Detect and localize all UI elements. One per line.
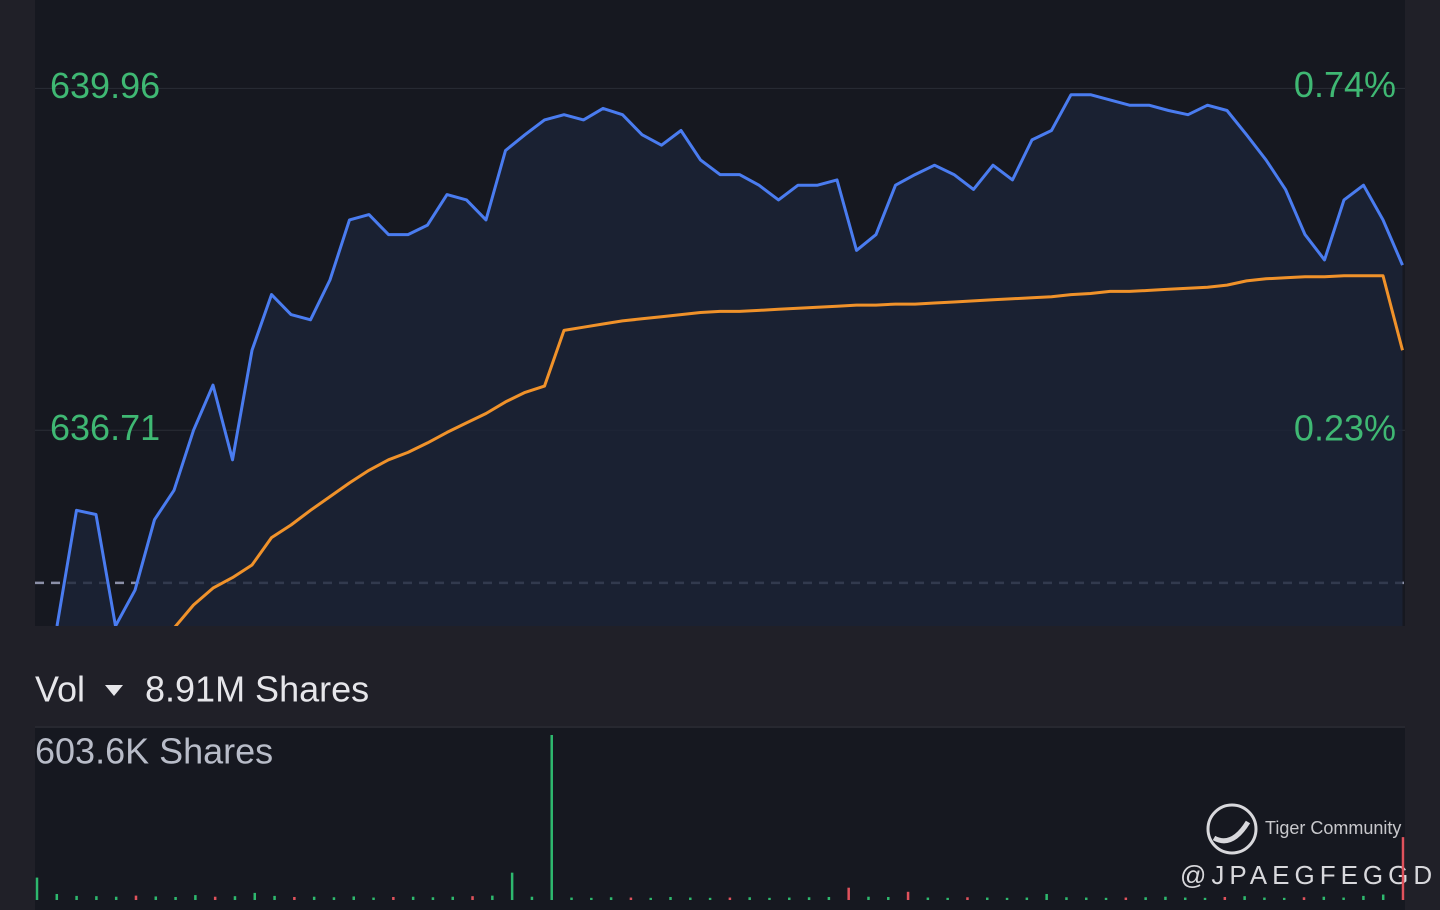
watermark-icon [1206, 803, 1258, 855]
volume-bar [748, 897, 751, 900]
watermark: Tiger Community @JPAEGFEGGD [1180, 803, 1437, 890]
volume-bar [788, 897, 791, 900]
volume-bar [1144, 897, 1147, 900]
volume-bar [530, 896, 534, 900]
volume-bar [590, 897, 593, 900]
volume-bar [431, 897, 435, 900]
volume-bar [1362, 895, 1365, 900]
volume-bar [689, 897, 692, 900]
watermark-icon-stripe [1212, 820, 1251, 844]
volume-bar [649, 897, 652, 900]
volume-bar [194, 895, 197, 900]
volume-bar [451, 896, 454, 900]
volume-bar [471, 896, 474, 900]
volume-bar [134, 895, 138, 900]
volume-bar [253, 892, 257, 900]
volume-bar [609, 897, 613, 900]
volume-panel [35, 728, 1405, 910]
volume-bar [1322, 896, 1326, 900]
watermark-handle: @JPAEGFEGGD [1180, 860, 1437, 890]
y-tick-label: 636.71 [50, 407, 160, 448]
volume-bar [1025, 897, 1029, 900]
volume-bar [1302, 897, 1306, 900]
volume-bar [1164, 896, 1167, 900]
volume-bar [1124, 897, 1128, 900]
volume-bar [95, 896, 98, 900]
volume-bar [1104, 897, 1108, 900]
volume-bar [629, 897, 633, 900]
volume-bar [273, 895, 276, 900]
y2-tick-label: 0.74% [1294, 64, 1396, 105]
volume-bar [926, 897, 930, 900]
volume-bar [1263, 897, 1266, 900]
volume-bar [510, 872, 514, 900]
plot [35, 87, 1405, 626]
volume-bar [1203, 897, 1207, 900]
volume-bar [1223, 896, 1227, 900]
volume-bar [233, 896, 237, 900]
volume-bar [312, 896, 316, 900]
volume-bar [887, 896, 890, 900]
volume-bar [1045, 893, 1048, 900]
vol-label[interactable]: Vol [35, 669, 85, 710]
average-line [173, 274, 1404, 626]
volume-bar [669, 896, 672, 900]
volume-bar [946, 897, 949, 900]
volume-bar [1005, 897, 1009, 900]
y2-tick-label: 0.23% [1294, 407, 1396, 448]
volume-bar [1282, 897, 1286, 900]
price-line [55, 93, 1404, 626]
volume-bar [352, 896, 356, 900]
volume-bar [75, 895, 78, 900]
volume-bar [708, 897, 712, 900]
volume-bar [332, 897, 336, 900]
volume-bar [807, 897, 811, 900]
volume-bar [35, 877, 39, 900]
volume-bar [867, 896, 870, 900]
dropdown-arrow[interactable] [105, 685, 123, 696]
volume-bar [986, 897, 989, 900]
volume-bar [174, 896, 177, 900]
volume-bar [1243, 896, 1246, 900]
volume-bar [1084, 897, 1088, 900]
y-tick-label: 603.6K Shares [35, 731, 273, 772]
volume-bar [372, 897, 375, 900]
volume-bar [491, 895, 494, 900]
volume-bar [1381, 894, 1385, 900]
volume-bar [847, 887, 850, 900]
volume-bar [154, 896, 158, 900]
watermark-text: Tiger Community [1265, 818, 1401, 838]
volume-bar [1065, 897, 1068, 900]
volume-bar [55, 893, 59, 900]
volume-bar [293, 896, 296, 900]
total-volume: 8.91M Shares [145, 669, 369, 710]
price-area [57, 94, 1403, 626]
volume-bar [768, 897, 771, 900]
volume-bar [213, 896, 217, 900]
volume-bar [728, 897, 732, 900]
volume-bar [392, 896, 395, 900]
volume-bar [550, 735, 553, 900]
y-tick-label: 639.96 [50, 65, 160, 106]
volume-bar [827, 896, 831, 900]
volume-bar [966, 897, 969, 900]
volume-bar [1342, 897, 1345, 900]
volume-bar [114, 896, 118, 900]
volume-bar [1183, 897, 1187, 900]
volume-bar [411, 896, 415, 900]
volume-bar [570, 897, 573, 900]
volume-bar [906, 891, 910, 900]
volume-bar [1401, 837, 1405, 900]
